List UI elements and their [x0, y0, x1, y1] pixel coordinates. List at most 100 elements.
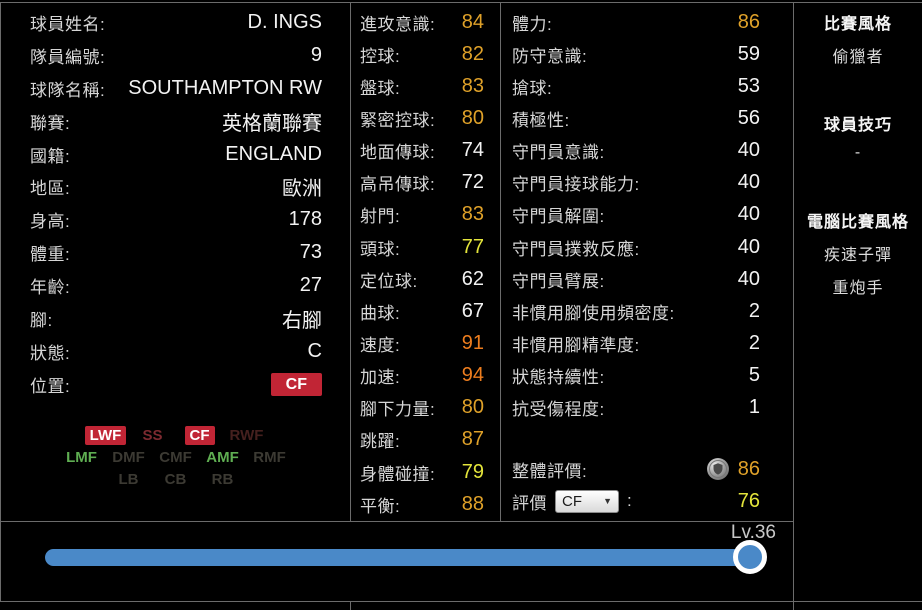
- com-style-item: 疾速子彈: [823, 247, 892, 264]
- stat-label: 射門:: [360, 207, 401, 227]
- stat-label: 守門員臂展:: [512, 271, 605, 291]
- stat-value: 67: [461, 299, 484, 322]
- position-rating-value: 76: [737, 489, 760, 512]
- info-row-number: 隊員編號: 9: [30, 39, 322, 72]
- stat-label: 狀態持續性:: [512, 368, 605, 388]
- stat-value: 59: [737, 42, 760, 65]
- position-cell-amf: AMF: [199, 448, 246, 467]
- info-row-condition: 狀態: C: [30, 335, 322, 368]
- position-cell-rmf: RMF: [246, 448, 293, 467]
- level-label: Lv.36: [730, 522, 776, 543]
- stat-label: 緊密控球:: [360, 110, 436, 130]
- stat-label: 加速:: [360, 368, 401, 388]
- stat-label: 地面傳球:: [360, 143, 436, 163]
- info-label: 球員姓名:: [30, 14, 106, 34]
- stat-row: 高吊傳球: 72: [360, 167, 484, 199]
- stat-row: 控球: 82: [360, 38, 484, 70]
- stat-value: 94: [461, 364, 484, 387]
- stat-row: 積極性: 56: [512, 102, 760, 134]
- playing-style-title: 比賽風格: [823, 16, 892, 33]
- stat-label: 平衡:: [360, 496, 401, 516]
- position-cell-label: LB: [118, 471, 139, 488]
- stat-value: 40: [737, 203, 760, 226]
- stat-value: 80: [461, 396, 484, 419]
- info-label: 球隊名稱:: [30, 80, 106, 100]
- stat-value: 53: [737, 74, 760, 97]
- condition-value: C: [307, 339, 322, 362]
- info-label: 位置:: [30, 376, 71, 396]
- position-cell-lwf: LWF: [82, 426, 129, 445]
- position-cell-cb: CB: [152, 470, 199, 489]
- colon-text: :: [627, 491, 633, 510]
- stat-value: 79: [461, 460, 484, 483]
- player-name-value: D. INGS: [247, 10, 322, 33]
- stat-row: 曲球: 67: [360, 295, 484, 327]
- stat-label: 盤球:: [360, 78, 401, 98]
- region-value: 歐洲: [282, 178, 322, 201]
- stat-row: 抗受傷程度: 1: [512, 392, 760, 424]
- stat-label: 腳下力量:: [360, 400, 436, 420]
- registered-position-badge: CF: [270, 372, 322, 396]
- stat-row: 守門員接球能力: 40: [512, 167, 760, 199]
- player-skills-title: 球員技巧: [823, 117, 892, 134]
- stat-row: 緊密控球: 80: [360, 102, 484, 134]
- play-styles-panel: 比賽風格 偷獵者 球員技巧 - 電腦比賽風格 疾速子彈 重炮手: [794, 10, 922, 298]
- stat-value: 80: [461, 106, 484, 129]
- stat-row: 射門: 83: [360, 199, 484, 231]
- team-name-value: SOUTHAMPTON RW: [128, 76, 322, 99]
- bottom-border: [0, 601, 922, 602]
- info-label: 狀態:: [30, 343, 71, 363]
- stat-row: 加速: 94: [360, 360, 484, 392]
- stat-row: 非慣用腳使用頻密度: 2: [512, 295, 760, 327]
- stat-row: 腳下力量: 80: [360, 392, 484, 424]
- stat-label: 守門員解圍:: [512, 207, 605, 227]
- position-cell-label: RB: [211, 471, 234, 488]
- info-label: 腳:: [30, 310, 53, 330]
- level-slider-handle[interactable]: [733, 540, 767, 574]
- info-row-region: 地區: 歐洲: [30, 170, 322, 203]
- stat-label: 控球:: [360, 46, 401, 66]
- stat-row: 體力: 86: [512, 6, 760, 38]
- info-label: 聯賽:: [30, 113, 71, 133]
- info-row-foot: 腳: 右腳: [30, 302, 322, 335]
- age-value: 27: [299, 274, 322, 297]
- overall-rating-row: 整體評價: 86: [512, 453, 760, 485]
- stat-value: 77: [461, 235, 484, 258]
- stat-value: 83: [461, 74, 484, 97]
- stat-row: 狀態持續性: 5: [512, 360, 760, 392]
- nationality-value: ENGLAND: [225, 142, 322, 165]
- stat-value: 40: [737, 171, 760, 194]
- position-cell-cf: CF: [176, 426, 223, 445]
- info-row-league: 聯賽: 英格蘭聯賽: [30, 105, 322, 138]
- position-cell-rb: RB: [199, 470, 246, 489]
- stat-row: 守門員臂展: 40: [512, 263, 760, 295]
- level-slider-track[interactable]: [45, 549, 757, 566]
- rating-position-select[interactable]: CF ▼: [555, 489, 619, 513]
- stat-value: 88: [461, 492, 484, 515]
- divider-stats-slider: [0, 521, 793, 522]
- divider-left-mid: [350, 3, 351, 521]
- position-rating-label: 評價: [512, 493, 547, 513]
- position-cell-cmf: CMF: [152, 448, 199, 467]
- stat-label: 進攻意識:: [360, 14, 436, 34]
- stat-value: 5: [748, 364, 760, 387]
- stat-label: 曲球:: [360, 303, 401, 323]
- rating-position-select-value: CF: [562, 492, 582, 510]
- stat-row: 頭球: 77: [360, 231, 484, 263]
- info-row-position: 位置: CF: [30, 368, 322, 401]
- stat-label: 速度:: [360, 335, 401, 355]
- stat-value: 72: [461, 171, 484, 194]
- position-cell-lb: LB: [105, 470, 152, 489]
- stat-row: 防守意識: 59: [512, 38, 760, 70]
- info-label: 年齡:: [30, 278, 71, 298]
- stat-row: 守門員意識: 40: [512, 135, 760, 167]
- position-rating-row: 評價 CF ▼ : 76: [512, 486, 760, 516]
- divider-right-styles: [793, 3, 794, 601]
- stat-label: 頭球:: [360, 239, 401, 259]
- stat-label: 守門員意識:: [512, 143, 605, 163]
- stat-row: 平衡: 88: [360, 488, 484, 520]
- chevron-down-icon: ▼: [603, 496, 612, 506]
- stat-value: 86: [737, 10, 760, 33]
- position-cell-label: LMF: [66, 449, 97, 466]
